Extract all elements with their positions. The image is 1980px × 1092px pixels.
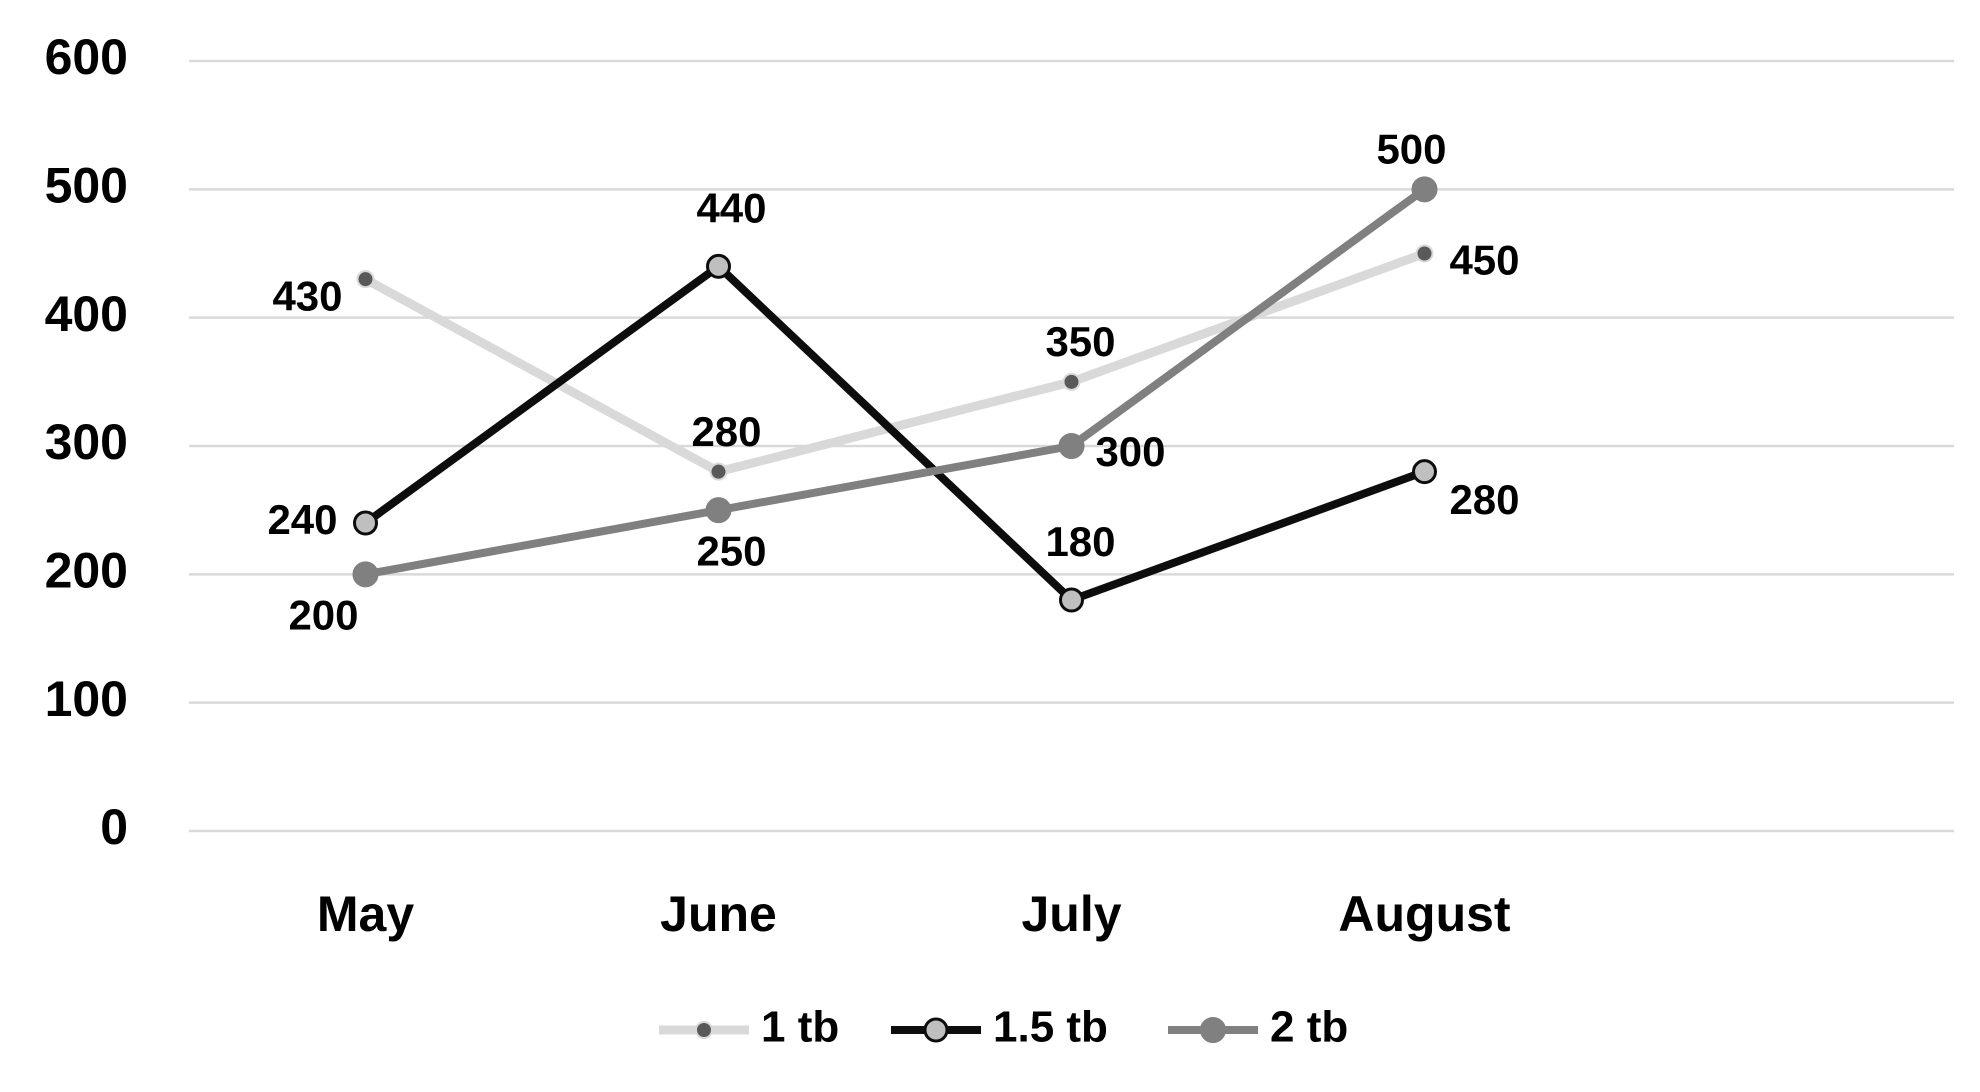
marker	[352, 561, 379, 588]
data-label: 440	[696, 184, 766, 231]
marker	[706, 253, 731, 279]
marker	[356, 270, 375, 289]
data-label: 280	[691, 408, 761, 455]
data-label: 300	[1095, 428, 1165, 475]
x-tick-label: June	[660, 886, 777, 942]
data-label: 350	[1045, 318, 1115, 365]
y-tick-label: 300	[45, 414, 128, 470]
x-tick-label: May	[317, 886, 414, 942]
data-label: 180	[1045, 518, 1115, 565]
y-tick-label: 400	[45, 286, 128, 342]
legend-marker	[923, 1017, 949, 1043]
y-tick-label: 600	[45, 29, 128, 85]
y-tick-label: 100	[45, 671, 128, 727]
x-tick-label: August	[1338, 886, 1511, 942]
data-label: 280	[1449, 476, 1519, 523]
series-line	[363, 249, 1427, 477]
x-tick-label: July	[1021, 886, 1121, 942]
legend-label: 2 tb	[1270, 1003, 1348, 1052]
marker	[1411, 176, 1438, 203]
marker	[1062, 372, 1081, 391]
legend-marker	[695, 1021, 713, 1039]
data-label: 430	[272, 272, 342, 319]
y-tick-label: 500	[45, 158, 128, 214]
marker	[705, 497, 732, 524]
data-label: 450	[1449, 237, 1519, 284]
y-tick-label: 0	[100, 799, 128, 855]
marker	[353, 510, 378, 536]
legend-label: 1 tb	[761, 1003, 839, 1052]
marker	[1412, 459, 1437, 485]
data-label: 500	[1376, 125, 1446, 172]
data-label: 200	[288, 591, 358, 638]
legend-label: 1.5 tb	[993, 1003, 1108, 1052]
data-label: 250	[696, 527, 766, 574]
legend-marker	[1200, 1017, 1226, 1043]
marker	[1059, 587, 1084, 613]
data-label: 240	[267, 496, 337, 543]
marker	[709, 462, 728, 481]
marker	[1415, 244, 1434, 263]
series-line	[363, 262, 1426, 604]
y-tick-label: 200	[45, 543, 128, 599]
series-line	[364, 186, 1427, 579]
marker	[1058, 433, 1085, 459]
